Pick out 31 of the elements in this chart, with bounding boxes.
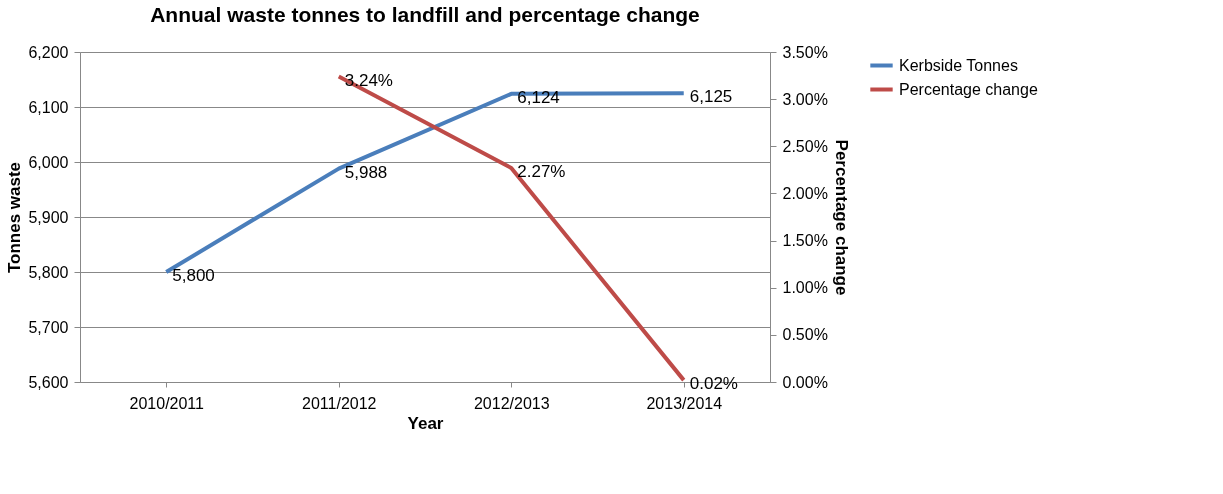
data-label: 0.02%	[689, 374, 738, 394]
y-tick-label: 5,700	[28, 318, 69, 336]
chart-title: Annual waste tonnes to landfill and percentage change	[150, 3, 700, 26]
y2-axis-title: Percentage change	[831, 139, 851, 296]
legend-label: Percentage change	[899, 80, 1038, 98]
y2-tick-label: 1.00%	[782, 279, 828, 297]
y-axis-title: Tonnes waste	[5, 161, 25, 274]
y-tick-label: 6,200	[28, 43, 69, 61]
legend-label: Kerbside Tonnes	[899, 56, 1018, 74]
y-tick-label: 5,600	[28, 373, 69, 391]
y2-tick-label: 3.50%	[782, 43, 828, 61]
y2-tick-label: 2.00%	[782, 184, 828, 202]
y2-tick-label: 3.00%	[782, 90, 828, 108]
x-tick-label: 2012/2013	[473, 394, 550, 412]
x-tick-label: 2011/2012	[302, 394, 377, 412]
y2-tick-label: 2.50%	[782, 137, 828, 155]
y-tick-label: 5,900	[28, 208, 69, 226]
x-axis-title: Year	[407, 413, 444, 433]
y-tick-label: 6,000	[28, 153, 69, 171]
data-label: 5,800	[172, 266, 215, 285]
y2-tick-label: 1.50%	[782, 232, 828, 250]
data-label: 3.24%	[344, 70, 393, 90]
y2-tick-label: 0.50%	[782, 326, 828, 344]
x-tick-label: 2013/2014	[646, 394, 723, 412]
data-label: 5,988	[344, 162, 388, 182]
data-label: 6,125	[689, 87, 733, 107]
y-tick-label: 5,800	[28, 263, 69, 281]
x-tick-label: 2010/2011	[129, 394, 205, 412]
y-tick-label: 6,100	[28, 98, 69, 116]
y2-tick-label: 0.00%	[782, 373, 828, 391]
data-label: 2.27%	[517, 161, 566, 181]
